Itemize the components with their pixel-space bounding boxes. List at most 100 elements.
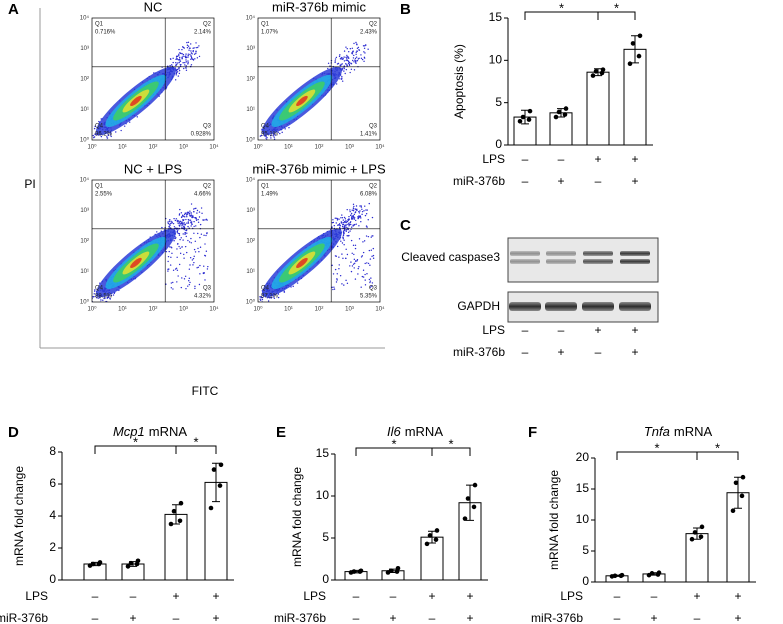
quadrant-name: Q1 — [95, 22, 104, 28]
dot — [93, 127, 96, 130]
condition-label: LPS — [482, 323, 505, 337]
dot — [351, 265, 354, 267]
dot — [200, 233, 203, 235]
dot — [352, 214, 354, 217]
y-tick-label: 10¹ — [80, 107, 89, 113]
dot — [338, 218, 340, 220]
dot — [172, 288, 174, 290]
dot — [348, 215, 350, 218]
dot — [345, 59, 347, 62]
dot — [95, 295, 97, 297]
y-axis-label: mRNA fold change — [547, 470, 561, 570]
quadrant-value: 1.07% — [261, 30, 279, 36]
condition-sign: + — [212, 589, 219, 603]
dot — [372, 257, 375, 259]
y-tick-label: 0 — [49, 572, 56, 586]
dot — [196, 267, 198, 269]
plot-title: NC + LPS — [124, 161, 182, 176]
dot — [355, 41, 357, 44]
dot — [345, 224, 347, 226]
data-point — [527, 108, 533, 114]
dot — [181, 57, 183, 59]
title-rest: mRNA — [149, 424, 188, 439]
y-tick-label: 10³ — [246, 46, 255, 52]
data-point — [739, 493, 745, 499]
dot — [194, 58, 196, 60]
dot — [283, 291, 286, 293]
dot — [343, 226, 345, 228]
condition-sign: + — [631, 174, 638, 188]
title-gene: Mcp1 — [113, 424, 145, 439]
dot — [353, 69, 356, 71]
dot — [270, 297, 273, 299]
dot — [355, 53, 357, 56]
dot — [183, 47, 185, 49]
dot — [352, 203, 355, 206]
density-layer — [296, 257, 308, 269]
dot — [184, 223, 187, 226]
dot — [187, 53, 190, 55]
data-point — [698, 534, 704, 540]
data-point — [90, 561, 96, 567]
data-point — [424, 541, 430, 547]
dot — [170, 256, 172, 259]
density — [259, 41, 369, 140]
dot — [195, 207, 197, 210]
condition-sign: + — [428, 589, 435, 603]
condition-label: miR-376b — [0, 611, 48, 624]
dot — [359, 205, 361, 207]
dot — [366, 209, 368, 211]
data-point — [556, 109, 562, 115]
dot — [167, 255, 170, 258]
quadrant-value: 5.35% — [360, 294, 378, 300]
dot — [358, 266, 360, 268]
condition-sign: – — [522, 345, 529, 359]
dot — [190, 55, 192, 57]
dot — [339, 64, 341, 66]
dot — [342, 236, 344, 238]
dot — [345, 248, 347, 250]
dot — [182, 239, 184, 241]
dot — [196, 209, 199, 212]
data-point — [656, 570, 662, 575]
dot — [342, 257, 344, 260]
dot — [358, 238, 361, 240]
dot — [346, 47, 348, 50]
y-tick-label: 5 — [495, 95, 502, 109]
dot — [178, 55, 180, 57]
dot — [344, 220, 347, 222]
dot — [187, 221, 190, 223]
dot — [173, 226, 176, 228]
bar — [549, 112, 573, 146]
dot — [333, 288, 336, 290]
dot — [365, 235, 368, 237]
dot — [341, 56, 343, 59]
dot — [94, 133, 96, 135]
dot — [256, 291, 257, 292]
dot — [176, 55, 179, 58]
dot — [204, 255, 207, 257]
dot — [334, 61, 336, 64]
dot — [371, 282, 374, 284]
dot — [172, 281, 174, 284]
density — [92, 203, 209, 302]
quadrant-name: Q4 — [95, 286, 104, 292]
dot — [346, 63, 348, 65]
dot — [193, 208, 195, 210]
dot — [170, 246, 172, 248]
panel-label: E — [276, 424, 286, 441]
dot — [353, 42, 355, 45]
dot — [349, 209, 351, 211]
y-tick-label: 5 — [582, 543, 589, 557]
dot — [184, 275, 187, 277]
dot — [191, 259, 194, 261]
dot — [178, 61, 180, 64]
dot — [273, 136, 275, 138]
dot — [356, 260, 358, 262]
dot — [354, 219, 357, 222]
y-tick-label: 10³ — [246, 208, 255, 214]
dot — [168, 226, 171, 228]
dot — [359, 210, 361, 212]
dot — [171, 252, 173, 255]
dot — [370, 249, 373, 251]
